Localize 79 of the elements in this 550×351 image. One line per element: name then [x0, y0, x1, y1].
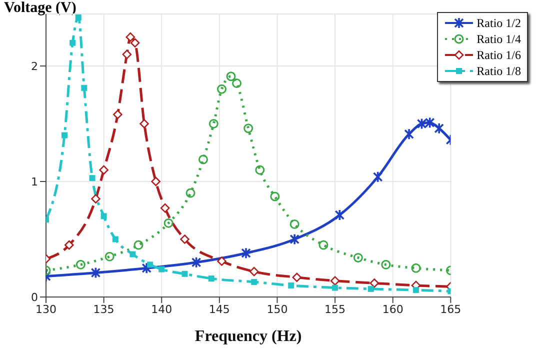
y-tick-label: 2	[31, 60, 38, 73]
x-tick-label: 160	[382, 302, 404, 316]
point	[126, 32, 136, 42]
point	[372, 170, 383, 183]
point	[424, 116, 435, 128]
legend-label: Ratio 1/8	[476, 64, 521, 78]
point	[180, 234, 190, 244]
point	[130, 251, 136, 258]
x-tick-label: 150	[266, 302, 288, 316]
point	[334, 209, 345, 221]
x-tick-label: 155	[324, 302, 346, 316]
point	[134, 240, 144, 250]
point	[113, 110, 122, 120]
point	[288, 282, 294, 288]
x-axis-title: Frequency (Hz)	[194, 328, 302, 345]
point	[142, 262, 152, 274]
point	[290, 233, 300, 246]
point	[368, 286, 374, 292]
legend-label: Ratio 1/4	[476, 32, 521, 46]
point	[151, 176, 160, 186]
point	[182, 270, 188, 277]
point	[290, 219, 300, 229]
point	[186, 188, 196, 198]
point	[404, 128, 414, 140]
point	[251, 278, 258, 285]
point	[332, 284, 338, 291]
point	[217, 256, 226, 266]
point	[104, 252, 114, 262]
point	[76, 260, 86, 270]
point	[318, 240, 328, 250]
point	[411, 263, 421, 273]
point	[370, 278, 379, 288]
point	[70, 40, 76, 46]
point	[90, 266, 101, 279]
point	[100, 213, 107, 220]
point	[416, 118, 427, 130]
point	[216, 84, 226, 94]
point	[330, 276, 340, 286]
point	[353, 252, 363, 262]
point	[81, 84, 88, 91]
point	[434, 122, 444, 134]
point	[89, 175, 96, 182]
point	[75, 14, 82, 20]
point	[62, 132, 68, 138]
point	[147, 262, 154, 268]
x-tick-label: 165	[440, 302, 462, 316]
point	[160, 203, 170, 213]
y-tick-label: 0	[31, 290, 38, 304]
point	[130, 38, 140, 48]
point	[249, 266, 259, 276]
point	[208, 118, 218, 128]
x-tick-label: 135	[93, 302, 114, 316]
point	[140, 119, 149, 128]
point	[191, 256, 202, 268]
point	[91, 194, 100, 204]
y-axis-title: Voltage (V)	[4, 0, 76, 17]
point	[270, 192, 280, 202]
point	[198, 154, 208, 164]
point	[112, 236, 118, 242]
point	[244, 124, 254, 134]
point	[381, 260, 391, 270]
point	[241, 247, 251, 260]
legend-label: Ratio 1/6	[476, 48, 521, 62]
point	[158, 266, 165, 272]
x-tick-label: 130	[36, 302, 56, 316]
point	[208, 276, 214, 282]
point	[412, 287, 419, 294]
point	[292, 272, 302, 282]
point	[226, 72, 236, 82]
x-tick-label: 140	[151, 302, 172, 316]
point	[122, 50, 132, 60]
legend-label: Ratio 1/2	[476, 16, 521, 30]
x-tick-label: 145	[208, 302, 230, 316]
point	[99, 165, 108, 175]
point	[164, 218, 174, 228]
point	[255, 165, 265, 175]
point	[232, 78, 242, 88]
point	[64, 240, 74, 250]
y-tick-label: 1	[31, 175, 38, 188]
